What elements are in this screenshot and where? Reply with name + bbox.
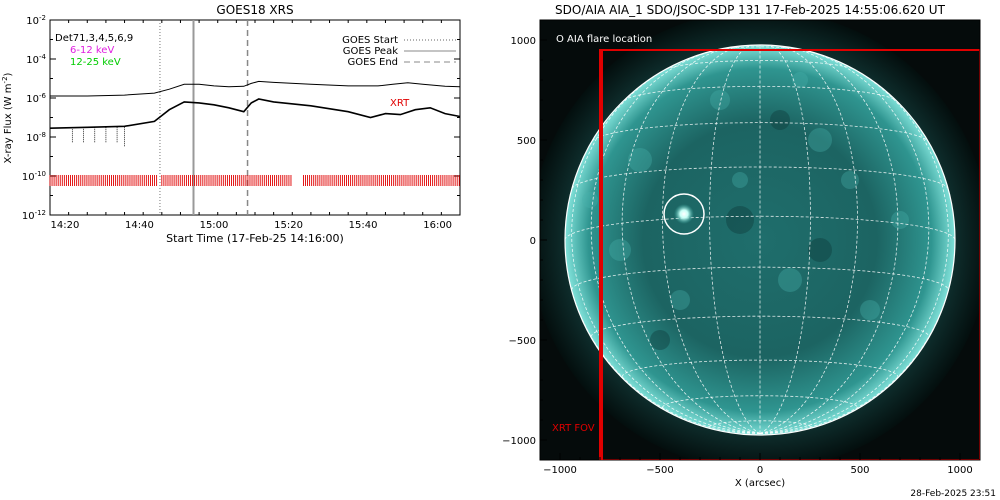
active-region [778,268,802,292]
longitude-line [759,239,955,434]
aia-y-tick-label: 1000 [511,36,536,47]
longitude-line [571,64,761,434]
coronal-hole [726,206,754,234]
active-region [891,211,909,229]
aia-axes: −1000 −500 0 500 1000 1000 500 0 −500 −1000 [502,36,973,476]
legend-goes-peak: GOES Peak [343,46,398,57]
goes-ylabel-sup: -2 [1,76,9,83]
aia-x-tick-label: −1000 [543,465,577,476]
longitude-line [759,64,949,434]
aia-flare-location-marker [663,193,705,235]
goes-y-tick-label: 10-8 [26,131,46,144]
aia-y-tick-label: 500 [517,136,536,147]
goes-x-tick-label: 15:40 [349,220,378,231]
active-region [792,72,808,88]
goes-y-tick-label: 10-10 [22,170,46,183]
aia-title: SDO/AIA AIA_1 SDO/JSOC-SDP 131 17-Feb-20… [555,3,946,17]
aia-y-tick-label: 0 [530,236,536,247]
plot-timestamp: 28-Feb-2025 23:51 [910,489,996,499]
aia-image-area [540,20,980,460]
coronal-hole [770,110,790,130]
aia-x-tick-label: −500 [646,465,673,476]
goes-short-channel-line [49,98,461,129]
latitude-line [621,359,899,377]
aia-y-tick-label: −1000 [502,436,536,447]
goes-flux-series [49,80,461,147]
goes-y-tick-label: 10-6 [26,92,46,105]
longitude-line [621,46,761,434]
active-region [670,290,690,310]
active-region [732,172,748,188]
aia-x-tick-label: 500 [850,465,869,476]
goes-band-low-label: 6-12 keV [70,45,114,56]
aia-x-tick-label: 0 [757,465,763,476]
goes-detectors-label: Det71,3,4,5,6,9 [55,33,133,44]
longitude-line [590,49,761,434]
goes-ylabel-main: X-ray Flux (W m [3,83,14,163]
active-region [841,171,859,189]
active-region [808,128,832,152]
latitude-line [665,60,855,70]
xrt-fov-left-edge [599,50,603,460]
active-region [609,239,631,261]
goes-x-axis: 14:20 14:40 15:00 15:20 15:40 16:00 [49,20,461,231]
svg-text:X-ray Flux (W m-2): X-ray Flux (W m-2) [1,72,14,163]
goes-x-tick-label: 15:00 [200,220,229,231]
goes-x-tick-label: 16:00 [423,220,452,231]
goes-ylabel-end: ) [3,72,14,76]
coronal-hole [650,330,670,350]
goes-y-tick-label: 10-2 [26,14,46,27]
goes-x-tick-label: 14:20 [50,220,79,231]
goes-xrs-chart: GOES18 XRS 10-2 10-4 10-6 10-8 10-10 10-12 14… [1,3,461,245]
goes-event-markers [159,20,249,215]
legend-goes-start: GOES Start [342,35,398,46]
aia-y-tick-label: −500 [509,336,536,347]
disk-limb [564,44,956,436]
goes-y-axis-title: X-ray Flux (W m-2) [1,72,14,163]
heliographic-grid [565,45,955,434]
active-region [628,148,652,172]
coronal-hole [808,238,832,262]
goes-y-tick-label: 10-12 [22,209,46,222]
aia-image-panel: SDO/AIA AIA_1 SDO/JSOC-SDP 131 17-Feb-20… [502,3,996,499]
sun-disk [565,45,955,435]
goes-chart-title: GOES18 XRS [216,3,293,17]
aia-x-axis-title: X (arcsec) [735,478,785,489]
xrt-coverage-bars [49,175,460,186]
goes-band-high-label: 12-25 keV [70,57,121,68]
active-region [710,90,730,110]
goes-long-channel-line [50,80,461,97]
legend-goes-end: GOES End [348,57,398,68]
active-region [582,192,598,208]
aia-flare-legend: O AIA flare location [556,34,652,45]
longitude-line [662,45,761,434]
longitude-line [759,45,858,434]
goes-y-tick-label: 10-4 [26,53,46,66]
xrt-fov-label: XRT FOV [552,423,595,434]
longitude-line [759,49,930,434]
active-regions [582,72,909,350]
aia-x-tick-label: 1000 [947,465,972,476]
goes-y-axis: 10-2 10-4 10-6 10-8 10-10 10-12 [22,14,460,222]
longitude-line [709,45,761,434]
xrt-series-label: XRT [390,98,410,109]
goes-x-axis-title: Start Time (17-Feb-25 14:16:00) [166,232,344,245]
goes-x-tick-label: 15:20 [274,220,303,231]
active-region [860,300,880,320]
goes-x-tick-label: 14:40 [125,220,154,231]
longitude-line [565,239,761,434]
longitude-line [759,46,899,434]
flare-brightening [674,204,694,224]
longitude-line [759,45,811,434]
